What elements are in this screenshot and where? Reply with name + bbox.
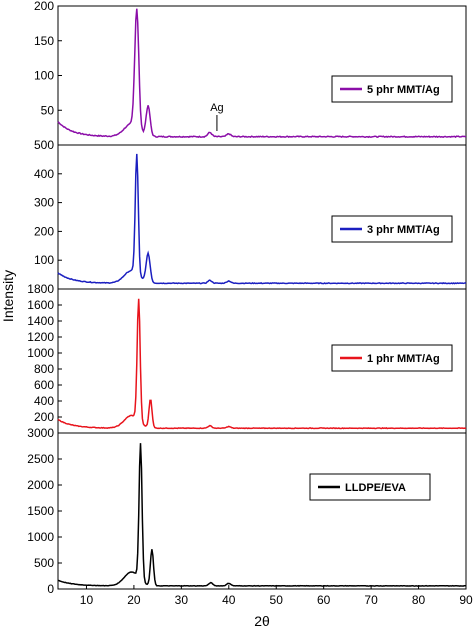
x-tick-label: 70 <box>364 593 378 607</box>
annotation-label: Ag <box>210 102 223 114</box>
y-tick-label: 600 <box>34 378 54 392</box>
legend: LLDPE/EVA <box>309 473 431 501</box>
y-tick-label: 50 <box>41 103 55 117</box>
y-tick-label: 200 <box>34 0 54 13</box>
y-tick-label: 400 <box>34 167 54 181</box>
y-tick-label: 300 <box>34 196 54 210</box>
y-tick-label: 1600 <box>27 298 54 312</box>
panel-4: 0 500 1000 1500 2000 2500 3000 LLDPE/EVA <box>27 426 467 596</box>
legend: 1 phr MMT/Ag <box>331 344 453 372</box>
x-tick-label: 90 <box>459 593 473 607</box>
y-tick-label: 150 <box>34 34 54 48</box>
x-tick-label: 10 <box>80 593 94 607</box>
legend: 3 phr MMT/Ag <box>331 215 453 243</box>
x-tick-label: 40 <box>222 593 236 607</box>
y-tick-label: 1800 <box>27 282 54 296</box>
y-axis-title: Intensity <box>0 270 16 322</box>
panel-3: 200 400 600 800 1000 1200 1400 1600 1800 1 phr MM… <box>27 282 467 434</box>
y-tick-label: 800 <box>34 362 54 376</box>
legend: 5 phr MMT/Ag <box>331 75 453 103</box>
y-tick-label: 500 <box>34 138 54 152</box>
y-tick-label: 200 <box>34 410 54 424</box>
y-tick-label: 1000 <box>27 346 54 360</box>
panel-1: 50 100 150 200 Ag 5 phr MMT/Ag <box>34 0 467 146</box>
series-line <box>57 8 467 139</box>
y-tick-label: 200 <box>34 224 54 238</box>
y-tick-label: 100 <box>34 253 54 267</box>
legend-label: 3 phr MMT/Ag <box>367 224 440 236</box>
y-tick-label: 500 <box>34 556 54 570</box>
y-tick-label: 2500 <box>27 452 54 466</box>
y-tick-label: 0 <box>47 582 54 596</box>
y-tick-label: 400 <box>34 394 54 408</box>
series-line <box>57 153 467 285</box>
y-tick-label: 3000 <box>27 426 54 440</box>
y-tick-label: 1500 <box>27 504 54 518</box>
series-line <box>57 443 467 587</box>
y-tick-label: 1200 <box>27 330 54 344</box>
y-tick-label: 1000 <box>27 530 54 544</box>
y-tick-label: 1400 <box>27 314 54 328</box>
x-axis-title: 2θ <box>254 613 270 629</box>
legend-label: 1 phr MMT/Ag <box>367 353 440 365</box>
x-tick-label: 30 <box>175 593 189 607</box>
panel-frame <box>57 432 467 590</box>
legend-label: LLDPE/EVA <box>345 482 406 494</box>
panel-2: 100 200 300 400 500 3 phr MMT/Ag <box>34 138 467 290</box>
legend-label: 5 phr MMT/Ag <box>367 84 440 96</box>
x-tick-label: 60 <box>317 593 331 607</box>
x-tick-label: 80 <box>412 593 426 607</box>
series-line <box>57 298 467 430</box>
x-tick-label: 50 <box>270 593 284 607</box>
y-tick-label: 2000 <box>27 478 54 492</box>
x-tick-label: 20 <box>127 593 141 607</box>
y-tick-label: 100 <box>34 69 54 83</box>
